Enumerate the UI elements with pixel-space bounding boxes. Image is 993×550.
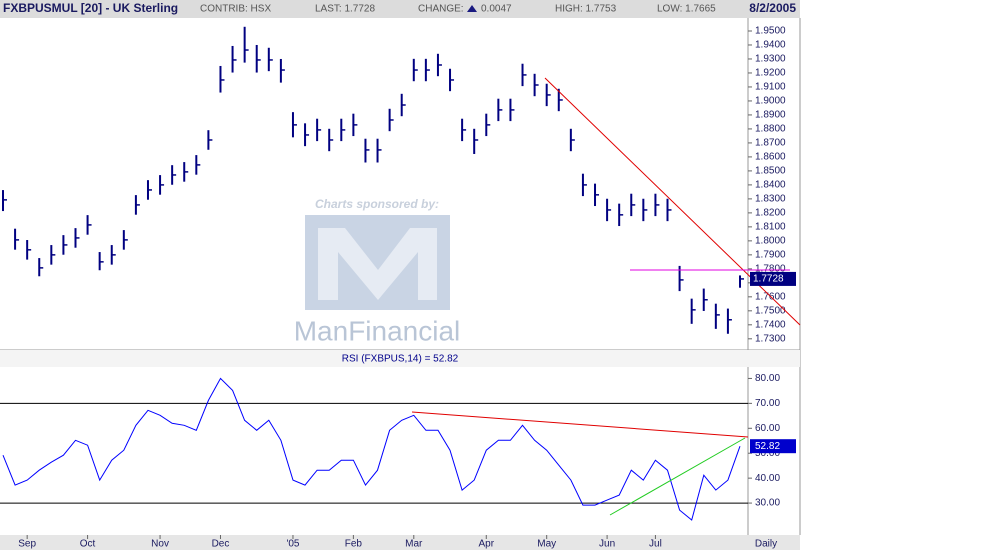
y-tick-label: 1.8300 [755, 194, 786, 205]
date: 8/2/2005 [749, 1, 796, 15]
last-value-label: 52.82 [755, 441, 780, 452]
change: 0.0047 [481, 4, 512, 15]
y-tick-label: 1.8200 [755, 208, 786, 219]
x-tick-label: Mar [405, 539, 423, 550]
logo-m [318, 228, 437, 300]
x-tick-label: Jul [649, 539, 662, 550]
x-tick-label: Dec [212, 539, 230, 550]
y-tick-label: 80.00 [755, 373, 780, 384]
last-value-box [750, 271, 796, 286]
last-value-box [750, 439, 796, 454]
symbol: FXBPUSMUL [20] - UK Sterling [3, 1, 178, 15]
x-axis-label: Daily [755, 539, 777, 550]
watermark: Charts sponsored by: ManFinancial [294, 197, 461, 346]
y-tick-label: 1.7300 [755, 333, 786, 344]
rsi-trend-line [411, 411, 749, 438]
x-tick-label: Sep [18, 539, 36, 550]
y-tick-label: 1.7900 [755, 249, 786, 260]
y-tick-label: 1.8000 [755, 236, 786, 247]
y-tick-label: 1.9000 [755, 96, 786, 107]
y-tick-label: 50.00 [755, 448, 780, 459]
rsi-title: RSI (FXBPUS,14) = 52.82 [342, 354, 459, 365]
x-tick-label: May [537, 539, 556, 550]
up-arrow [467, 5, 477, 12]
brand-text: ManFinancial [294, 315, 461, 346]
x-tick-label: Nov [151, 539, 169, 550]
x-tick-label: Oct [80, 539, 96, 550]
low: LOW: 1.7665 [657, 4, 716, 15]
last-value-label: 1.7728 [753, 274, 784, 285]
y-tick-label: 1.7500 [755, 305, 786, 316]
sponsor-text: Charts sponsored by: [315, 197, 439, 211]
last: LAST: 1.7728 [315, 4, 375, 15]
y-tick-label: 1.9100 [755, 82, 786, 93]
y-tick-label: 1.8600 [755, 152, 786, 163]
value-boxes: 1.7728 52.82 [750, 271, 796, 454]
y-tick-label: 1.8900 [755, 110, 786, 121]
y-tick-label: 1.9300 [755, 54, 786, 65]
y-tick-label: 1.9500 [755, 26, 786, 37]
y-tick-label: 1.7800 [755, 263, 786, 274]
rsi-support-line [609, 437, 746, 516]
y-tick-label: 1.7400 [755, 319, 786, 330]
rsi-line [2, 377, 741, 521]
x-tick-label: Feb [345, 539, 363, 550]
header-bar [0, 0, 800, 18]
y-tick-label: 1.9200 [755, 68, 786, 79]
y-tick-label: 1.8700 [755, 138, 786, 149]
y-tick-label: 40.00 [755, 473, 780, 484]
x-tick-label: '05 [286, 539, 299, 550]
x-tick-label: Jun [599, 539, 615, 550]
x-axis-bar [0, 535, 800, 550]
y-tick-label: 30.00 [755, 498, 780, 509]
rsi-title-bar [0, 350, 800, 367]
contrib: CONTRIB: HSX [200, 4, 271, 15]
x-axis: Sep Oct Nov Dec '05 Feb Mar Apr May Jun Jul Daily [18, 535, 777, 550]
high: HIGH: 1.7753 [555, 4, 617, 15]
change-label: CHANGE: [418, 4, 464, 15]
y-tick-label: 1.8400 [755, 180, 786, 191]
y-tick-label: 1.8500 [755, 166, 786, 177]
y-tick-label: 60.00 [755, 423, 780, 434]
x-tick-label: Apr [478, 539, 494, 550]
y-tick-label: 1.9400 [755, 40, 786, 51]
y-tick-label: 70.00 [755, 398, 780, 409]
y-tick-label: 1.8100 [755, 222, 786, 233]
y-tick-label: 1.8800 [755, 124, 786, 135]
